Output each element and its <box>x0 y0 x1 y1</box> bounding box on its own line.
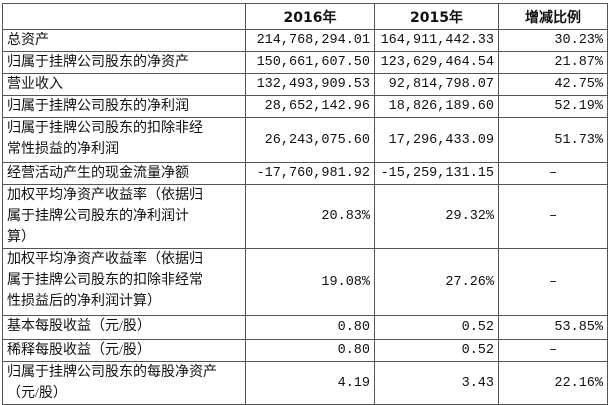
label-line: 加权平均净资产收益率（依据归 <box>7 188 203 203</box>
label-line: 总资产 <box>7 33 49 48</box>
value-cell: 53.85% <box>498 315 608 340</box>
value-cell: 0.52 <box>374 315 499 340</box>
row-label: 营业收入 <box>2 73 246 96</box>
row-label: 经营活动产生的现金流量净额 <box>2 162 246 185</box>
value-cell: 29.32% <box>374 184 499 249</box>
value-cell: 214,768,294.01 <box>245 29 375 52</box>
table-row: 基本每股收益（元/股） 0.80 0.52 53.85% <box>2 315 608 340</box>
value-cell: 3.43 <box>374 361 499 405</box>
value-cell: – <box>498 339 608 362</box>
value-cell: – <box>498 162 608 185</box>
value-cell: 22.16% <box>498 361 608 405</box>
value-cell: 51.73% <box>498 117 608 163</box>
label-line: 归属于挂牌公司股东的每股净资产 <box>7 365 217 380</box>
table-row: 归属于挂牌公司股东的净利润 28,652,142.96 18,826,189.60 5… <box>2 95 608 118</box>
table-row: 归属于挂牌公司股东的净资产 150,661,607.50 123,629,464.5… <box>2 51 608 74</box>
header-cell: 2015年 <box>374 3 499 30</box>
label-line: 属于挂牌公司股东的扣除非经常 <box>7 273 203 288</box>
value-cell: 52.19% <box>498 95 608 118</box>
row-label: 归属于挂牌公司股东的扣除非经 常性损益的净利润 <box>2 117 246 163</box>
data-table: 2016年 2015年 增减比例 总资产 214,768,294.01 164,911,… <box>2 3 608 405</box>
table-row: 营业收入 132,493,909.53 92,814,798.07 42.75% <box>2 73 608 96</box>
value-cell: 164,911,442.33 <box>374 29 499 52</box>
label-line: 算） <box>7 230 35 245</box>
value-cell: 150,661,607.50 <box>245 51 375 74</box>
value-cell: 26,243,075.60 <box>245 117 375 163</box>
value-cell: 92,814,798.07 <box>374 73 499 96</box>
value-cell: – <box>498 184 608 249</box>
row-label: 稀释每股收益（元/股） <box>2 339 246 362</box>
value-cell: -15,259,131.15 <box>374 162 499 185</box>
value-cell: 30.23% <box>498 29 608 52</box>
row-label: 加权平均净资产收益率（依据归 属于挂牌公司股东的扣除非经常 性损益后的净利润计算） <box>2 248 246 316</box>
value-cell: – <box>498 248 608 316</box>
row-label: 基本每股收益（元/股） <box>2 315 246 340</box>
row-label: 加权平均净资产收益率（依据归 属于挂牌公司股东的净利润计 算） <box>2 184 246 249</box>
value-cell: 0.80 <box>245 315 375 340</box>
value-cell: 19.08% <box>245 248 375 316</box>
label-line: 性损益后的净利润计算） <box>7 294 161 309</box>
table-row: 归属于挂牌公司股东的扣除非经 常性损益的净利润 26,243,075.60 17,29… <box>2 117 608 163</box>
header-row: 2016年 2015年 增减比例 <box>2 3 608 30</box>
label-line: （元/股） <box>7 386 67 401</box>
label-line: 基本每股收益（元/股） <box>7 319 151 334</box>
row-label: 归属于挂牌公司股东的每股净资产 （元/股） <box>2 361 246 405</box>
label-line: 营业收入 <box>7 77 63 92</box>
value-cell: 4.19 <box>245 361 375 405</box>
value-cell: 42.75% <box>498 73 608 96</box>
row-label: 归属于挂牌公司股东的净利润 <box>2 95 246 118</box>
table-row: 稀释每股收益（元/股） 0.80 0.52– <box>2 339 608 362</box>
header-cell: 2016年 <box>245 3 375 30</box>
table-row: 加权平均净资产收益率（依据归 属于挂牌公司股东的净利润计 算） 20.83% 29.32… <box>2 184 608 249</box>
value-cell: 132,493,909.53 <box>245 73 375 96</box>
table-row: 经营活动产生的现金流量净额 -17,760,981.92 -15,259,131.1… <box>2 162 608 185</box>
value-cell: 123,629,464.54 <box>374 51 499 74</box>
label-line: 属于挂牌公司股东的净利润计 <box>7 209 189 224</box>
value-cell: 18,826,189.60 <box>374 95 499 118</box>
row-label: 归属于挂牌公司股东的净资产 <box>2 51 246 74</box>
label-line: 经营活动产生的现金流量净额 <box>7 166 189 181</box>
value-cell: 28,652,142.96 <box>245 95 375 118</box>
header-cell: 增减比例 <box>498 3 608 30</box>
label-line: 稀释每股收益（元/股） <box>7 343 151 358</box>
label-line: 归属于挂牌公司股东的净利润 <box>7 99 189 114</box>
value-cell: 21.87% <box>498 51 608 74</box>
label-line: 归属于挂牌公司股东的扣除非经 <box>7 121 203 136</box>
value-cell: 17,296,433.09 <box>374 117 499 163</box>
header-cell <box>2 3 246 30</box>
row-label: 总资产 <box>2 29 246 52</box>
table-row: 加权平均净资产收益率（依据归 属于挂牌公司股东的扣除非经常 性损益后的净利润计算） 1… <box>2 248 608 316</box>
value-cell: 27.26% <box>374 248 499 316</box>
value-cell: 20.83% <box>245 184 375 249</box>
label-line: 加权平均净资产收益率（依据归 <box>7 252 203 267</box>
table-row: 归属于挂牌公司股东的每股净资产 （元/股） 4.19 3.43 22.16% <box>2 361 608 405</box>
table-row: 总资产 214,768,294.01 164,911,442.33 30.23% <box>2 29 608 52</box>
value-cell: 0.80 <box>245 339 375 362</box>
label-line: 归属于挂牌公司股东的净资产 <box>7 55 189 70</box>
label-line: 常性损益的净利润 <box>7 142 119 157</box>
value-cell: 0.52 <box>374 339 499 362</box>
value-cell: -17,760,981.92 <box>245 162 375 185</box>
